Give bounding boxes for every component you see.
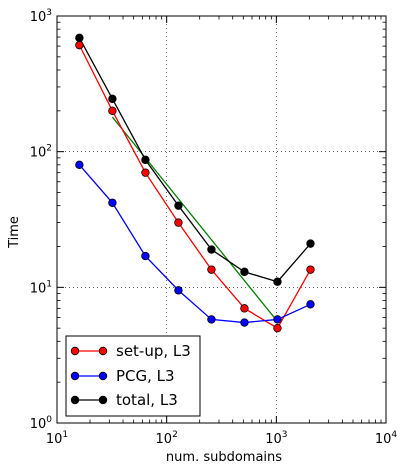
data-point-setup [75,40,84,50]
legend: set-up, L3 PCG, L3 total, L3 [65,335,201,417]
y-tick-exponent: 2 [46,144,52,154]
data-point-total [306,239,315,248]
data-point-setup [108,106,117,116]
y-tick-base: 10 [30,10,47,25]
legend-entry-total: total, L3 [70,391,178,409]
x-tick-exponent: 3 [282,430,288,440]
series-line-setup [78,44,312,330]
data-point-setup [174,218,183,227]
legend-marker-pcg-right [98,371,108,381]
axis-ticks [56,15,387,424]
data-point-total [108,94,117,104]
x-tick-label: 101 [46,430,68,447]
x-tick-base: 10 [46,432,63,447]
legend-marker-setup-left [70,346,80,356]
legend-label-pcg: PCG, L3 [116,367,175,385]
y-tick-exponent: 3 [46,8,52,18]
data-point-total [240,267,249,277]
y-tick-base: 10 [30,146,47,161]
data-point-pcg [108,198,117,207]
reference-line [111,116,278,322]
series-points-setup [75,40,315,333]
data-point-total [174,201,183,210]
x-tick-exponent: 1 [62,430,68,440]
data-point-setup [306,265,315,274]
legend-marker-setup-right [98,346,108,356]
legend-label-total: total, L3 [116,391,178,409]
x-tick-label: 104 [375,430,398,447]
data-point-pcg [273,315,282,324]
data-point-pcg [141,251,150,261]
x-axis-label: num. subdomains [166,450,282,465]
series-points-pcg [75,160,315,327]
y-axis-label: Time [7,216,22,249]
y-tick-base: 10 [30,281,47,296]
y-tick-base: 10 [30,417,47,432]
data-point-pcg [75,160,84,170]
series-setup [78,44,312,330]
legend-entry-pcg: PCG, L3 [70,367,175,385]
data-series [75,33,315,333]
data-point-pcg [207,315,216,324]
data-point-total [207,245,216,254]
y-tick-label: 100 [30,415,53,432]
x-tick-base: 10 [375,432,392,447]
data-point-setup [273,323,282,333]
x-tick-base: 10 [156,432,173,447]
grid-lines [57,16,386,423]
reference-line-path [111,116,278,322]
x-tick-exponent: 4 [391,430,397,440]
series-pcg [78,164,311,324]
series-line-pcg [78,164,311,324]
series-points-total [75,33,315,286]
legend-entry-setup: set-up, L3 [70,342,191,360]
legend-label-setup: set-up, L3 [116,342,191,360]
y-tick-exponent: 1 [46,279,52,289]
x-tick-base: 10 [265,432,282,447]
x-tick-label: 103 [265,430,287,447]
legend-marker-pcg-left [70,371,80,381]
y-tick-label: 103 [30,8,52,25]
data-point-pcg [306,300,315,309]
y-tick-label: 102 [30,144,52,161]
series-line-total [78,37,311,283]
data-point-total [75,33,84,43]
legend-marker-total-right [98,395,108,405]
data-point-setup [240,304,249,313]
data-point-pcg [174,286,183,295]
plot-frame [56,15,387,424]
series-total [78,37,311,283]
data-point-setup [141,168,150,177]
data-point-total [273,277,282,286]
data-point-pcg [240,318,249,327]
y-tick-label: 101 [30,279,52,296]
x-tick-label: 102 [156,430,178,447]
data-point-total [141,155,150,165]
legend-marker-total-left [70,395,80,405]
data-point-setup [207,265,216,274]
y-tick-exponent: 0 [46,415,52,425]
x-tick-exponent: 2 [172,430,178,440]
